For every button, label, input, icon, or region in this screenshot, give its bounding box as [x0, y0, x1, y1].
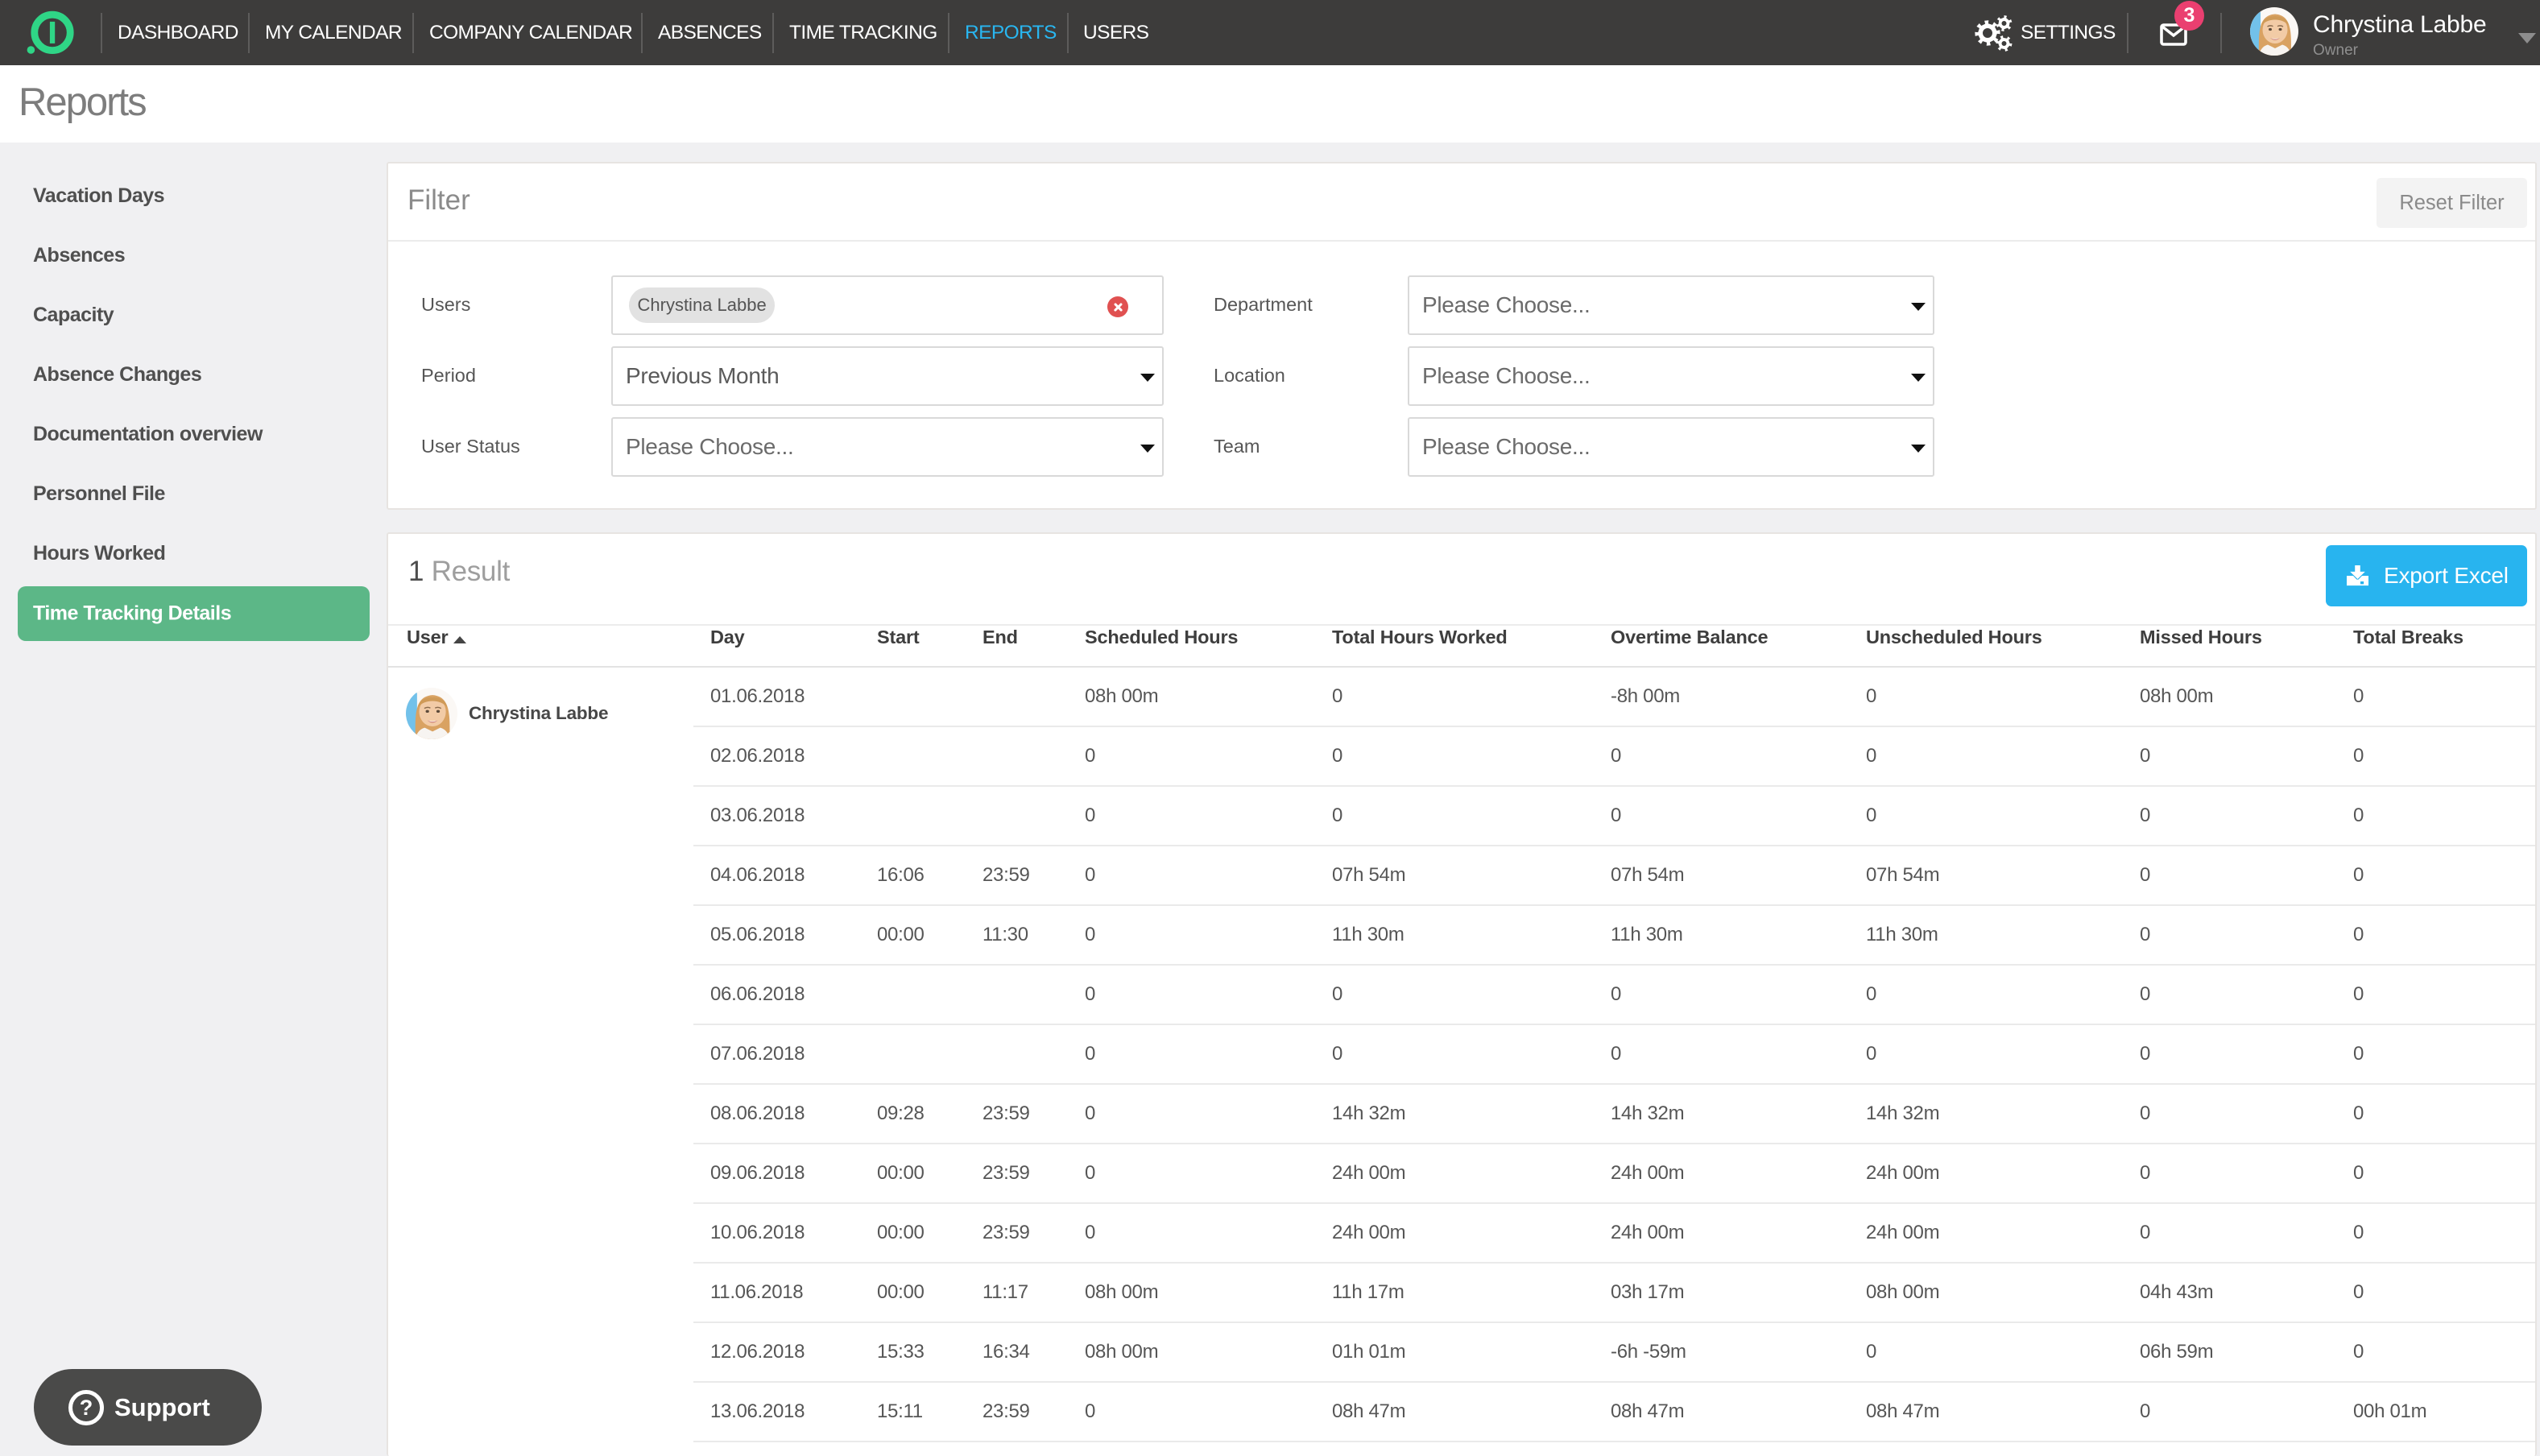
svg-text:?: ? [80, 1396, 93, 1420]
